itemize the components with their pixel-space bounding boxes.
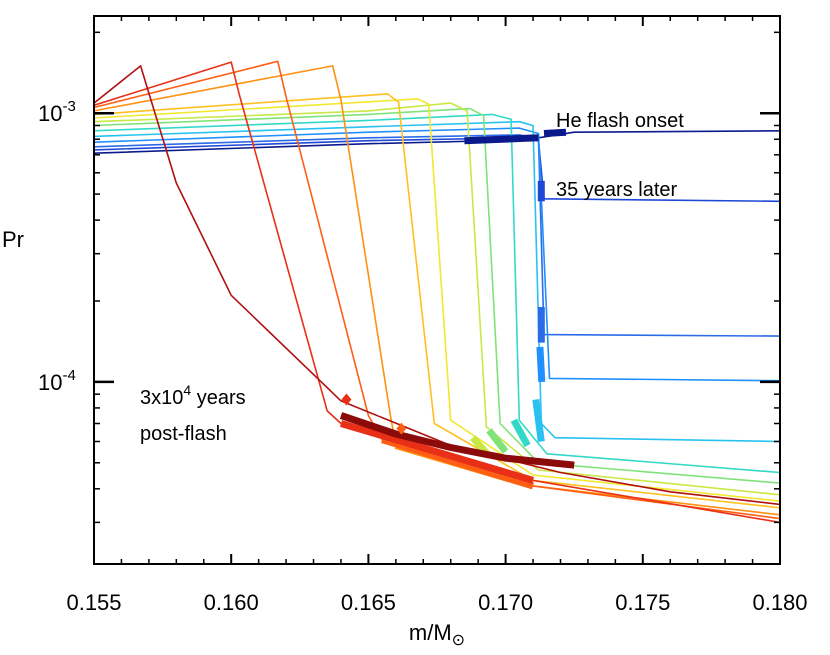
marker-0 xyxy=(341,393,352,406)
y-tick-label: 10-4 xyxy=(38,367,76,395)
x-tick-label: 0.165 xyxy=(341,590,396,615)
thick-segment-11 xyxy=(340,420,534,484)
axis-tick-labels: 0.155 0.160 0.165 0.170 0.175 0.180 10-3 10-4 xyxy=(38,98,808,615)
annotation-post-flash-2: post-flash xyxy=(140,423,227,445)
annotation-onset: He flash onset xyxy=(556,110,684,132)
markers xyxy=(341,393,407,435)
annotation-later: 35 years later xyxy=(556,179,678,201)
thick-segment-5 xyxy=(532,399,545,442)
x-tick-label: 0.170 xyxy=(478,590,533,615)
thick-segment-0 xyxy=(464,134,539,145)
series-line-t-onset xyxy=(93,130,781,154)
series-line-t-14 xyxy=(93,65,781,506)
thick-segment-7 xyxy=(486,428,509,454)
x-tick-label: 0.160 xyxy=(204,590,259,615)
x-tick-label: 0.155 xyxy=(66,590,121,615)
marker-1 xyxy=(396,422,407,435)
series-line-t-6 xyxy=(93,113,781,474)
plot-frame xyxy=(93,15,781,565)
series-line-t-8 xyxy=(93,102,781,496)
thick-segment-1 xyxy=(543,128,567,137)
y-tick-label: 10-3 xyxy=(38,98,76,126)
x-tick-label: 0.180 xyxy=(752,590,807,615)
thick-segment-6 xyxy=(510,418,531,448)
y-axis-label: Pr xyxy=(2,227,24,252)
series-line-t-5 xyxy=(93,120,781,443)
thick-segments xyxy=(339,128,575,490)
annotation-post-flash-1: 3x104 years xyxy=(140,382,246,409)
thick-segment-12 xyxy=(339,412,575,469)
axis-ticks xyxy=(93,16,781,564)
x-tick-label: 0.175 xyxy=(615,590,670,615)
thick-segment-4 xyxy=(536,346,546,383)
x-axis-label: m/M⊙ xyxy=(409,620,465,649)
series-line-t-3 xyxy=(93,134,781,337)
thick-segment-10 xyxy=(381,436,535,490)
series-line-t-9 xyxy=(93,98,781,502)
series-line-t-4 xyxy=(93,127,781,382)
series-line-t-10 xyxy=(93,93,781,509)
